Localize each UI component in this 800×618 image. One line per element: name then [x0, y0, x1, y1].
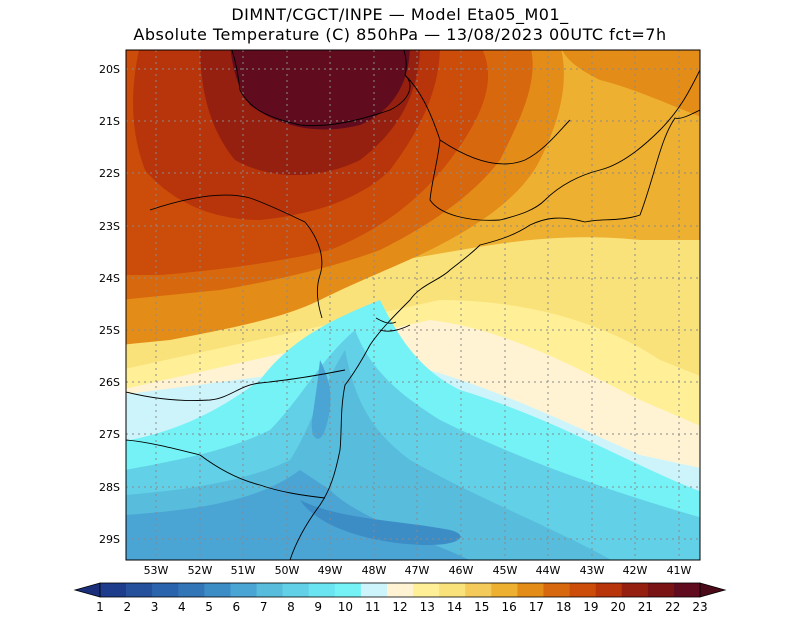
- lat-label: 22S: [99, 167, 120, 180]
- colorbar-swatch: [517, 583, 544, 597]
- temperature-field: [126, 50, 700, 560]
- colorbar-label: 12: [392, 600, 407, 614]
- colorbar-swatch: [152, 583, 179, 597]
- colorbar-swatch: [126, 583, 153, 597]
- colorbar-swatch: [491, 583, 518, 597]
- title-line-1: DIMNT/CGCT/INPE — Model Eta05_M01_: [231, 5, 569, 24]
- colorbar-label: 19: [583, 600, 598, 614]
- lon-label: 53W: [144, 564, 169, 577]
- colorbar-swatch: [308, 583, 336, 597]
- lon-label: 45W: [493, 564, 518, 577]
- colorbar-swatch: [204, 583, 231, 597]
- colorbar-label: 8: [287, 600, 295, 614]
- colorbar-label: 15: [474, 600, 489, 614]
- colorbar-label: 16: [501, 600, 516, 614]
- lon-label: 48W: [362, 564, 387, 577]
- colorbar-label: 14: [447, 600, 462, 614]
- title-line-2: Absolute Temperature (C) 850hPa — 13/08/…: [133, 25, 667, 44]
- lon-label: 41W: [667, 564, 692, 577]
- colorbar-swatch: [647, 583, 675, 597]
- colorbar: 1 2 3 4 5 6 7 8 9 10 11 12 13 14 15 16 17 18 19 20 21 22 23: [73, 582, 727, 614]
- colorbar-swatch: [595, 583, 623, 597]
- colorbar-label: 3: [151, 600, 159, 614]
- colorbar-label: 21: [638, 600, 653, 614]
- colorbar-label: 18: [556, 600, 571, 614]
- colorbar-label: 1: [96, 600, 104, 614]
- lon-label: 43W: [580, 564, 605, 577]
- colorbar-label: 6: [233, 600, 241, 614]
- colorbar-label: 11: [365, 600, 380, 614]
- latitude-labels: 20S 21S 22S 23S 24S 25S 26S 27S 28S 29S: [99, 63, 120, 546]
- colorbar-label: 7: [260, 600, 268, 614]
- lat-label: 29S: [99, 533, 120, 546]
- colorbar-swatch: [100, 583, 127, 597]
- lat-label: 24S: [99, 272, 120, 285]
- colorbar-label: 17: [529, 600, 544, 614]
- lon-label: 42W: [623, 564, 648, 577]
- colorbar-swatch: [465, 583, 492, 597]
- colorbar-arrow-low: [73, 582, 101, 598]
- lon-label: 47W: [405, 564, 430, 577]
- lat-label: 25S: [99, 324, 120, 337]
- plot-frame: [125, 49, 701, 561]
- colorbar-label: 13: [420, 600, 435, 614]
- lon-label: 51W: [231, 564, 256, 577]
- lat-label: 20S: [99, 63, 120, 76]
- colorbar-label: 23: [692, 600, 707, 614]
- colorbar-swatch: [230, 583, 257, 597]
- colorbar-label: 22: [665, 600, 680, 614]
- colorbar-swatch: [621, 583, 649, 597]
- lat-label: 27S: [99, 428, 120, 441]
- lat-label: 23S: [99, 220, 120, 233]
- lon-label: 44W: [536, 564, 561, 577]
- colorbar-swatch: [386, 583, 414, 597]
- colorbar-swatch: [543, 583, 570, 597]
- lon-label: 50W: [275, 564, 300, 577]
- colorbar-frame: [99, 582, 701, 598]
- lat-label: 21S: [99, 115, 120, 128]
- lat-label: 28S: [99, 481, 120, 494]
- colorbar-swatch: [673, 583, 701, 597]
- grid-lines: [126, 50, 700, 560]
- colorbar-label: 9: [314, 600, 322, 614]
- colorbar-swatch: [569, 583, 596, 597]
- colorbar-swatch: [334, 583, 362, 597]
- colorbar-swatch: [282, 583, 309, 597]
- lon-label: 49W: [318, 564, 343, 577]
- colorbar-label: 2: [123, 600, 131, 614]
- longitude-labels: 53W 52W 51W 50W 49W 48W 47W 46W 45W 44W …: [144, 564, 692, 577]
- lat-label: 26S: [99, 376, 120, 389]
- colorbar-swatch: [360, 583, 388, 597]
- colorbar-label: 4: [178, 600, 186, 614]
- colorbar-label: 10: [338, 600, 353, 614]
- colorbar-swatch: [178, 583, 205, 597]
- colorbar-swatch: [439, 583, 466, 597]
- colorbar-arrow-high: [699, 582, 727, 598]
- coastline-borders: [126, 50, 700, 560]
- colorbar-label: 5: [205, 600, 213, 614]
- colorbar-label: 20: [611, 600, 626, 614]
- lon-label: 46W: [449, 564, 474, 577]
- colorbar-swatch: [256, 583, 283, 597]
- colorbar-swatch: [413, 583, 440, 597]
- lon-label: 52W: [188, 564, 213, 577]
